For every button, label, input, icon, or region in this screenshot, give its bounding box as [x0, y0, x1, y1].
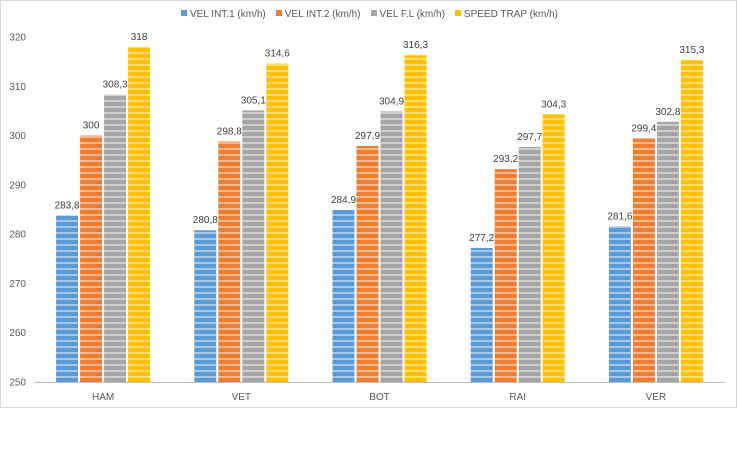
data-label: 304,9 — [379, 96, 404, 107]
data-label: 299,4 — [631, 124, 656, 135]
bar-ham-s1 — [80, 135, 103, 382]
y-tick-label: 270 — [9, 279, 26, 290]
y-tick-label: 290 — [9, 180, 26, 191]
data-label: 315,3 — [679, 45, 704, 56]
bar-rai-s0 — [470, 247, 493, 382]
bar-ham-s3 — [128, 46, 151, 382]
bar-ver-s1 — [632, 138, 655, 382]
bar-vet-s3 — [266, 63, 289, 382]
bar-bot-s0 — [332, 209, 355, 382]
y-tick-label: 280 — [9, 230, 26, 241]
y-tick-label: 320 — [9, 33, 26, 44]
legend-label: VEL F.L (km/h) — [379, 9, 445, 20]
data-label: 302,8 — [655, 107, 680, 118]
x-tick-label: VET — [232, 392, 251, 403]
legend: VEL INT.1 (km/h) VEL INT.2 (km/h) VEL F.L … — [1, 9, 738, 20]
x-tick-label: VER — [646, 392, 667, 403]
bar-bot-s2 — [380, 111, 403, 383]
legend-swatch — [180, 10, 187, 16]
bar-rai-s3 — [542, 114, 565, 382]
data-label: 305,1 — [241, 95, 266, 106]
data-label: 318 — [131, 32, 148, 43]
data-label: 304,3 — [541, 99, 566, 110]
bar-vet-s0 — [194, 230, 217, 382]
bar-bot-s3 — [404, 55, 427, 382]
y-tick-label: 260 — [9, 328, 26, 339]
bar-ver-s0 — [608, 226, 631, 382]
legend-swatch — [454, 10, 461, 16]
bar-rai-s1 — [494, 169, 517, 382]
data-label: 277,2 — [469, 233, 494, 244]
data-label: 298,8 — [217, 126, 242, 137]
x-tick-label: RAI — [509, 392, 526, 403]
data-label: 297,9 — [355, 131, 380, 142]
bar-ham-s2 — [104, 94, 127, 383]
bar-vet-s2 — [242, 110, 265, 382]
y-tick-label: 250 — [9, 378, 26, 389]
legend-item-1: VEL INT.2 (km/h) — [275, 9, 361, 20]
bar-rai-s2 — [518, 146, 541, 382]
legend-item-2: VEL F.L (km/h) — [370, 9, 445, 20]
bar-chart: 250 260 270 280 290 300 310 320 283,8 300 308,3 31… — [9, 32, 725, 403]
legend-swatch — [370, 10, 377, 16]
data-labels: 283,8 300 308,3 318 280,8 298,8 305,1 314,6 284,… — [55, 32, 705, 244]
data-label: 281,6 — [607, 211, 632, 222]
data-label: 308,3 — [103, 80, 128, 91]
data-label: 316,3 — [403, 40, 428, 51]
x-tick-label: HAM — [92, 392, 114, 403]
bar-bot-s1 — [356, 145, 379, 382]
legend-label: VEL INT.1 (km/h) — [189, 9, 266, 20]
data-label: 293,2 — [493, 154, 518, 165]
data-label: 283,8 — [55, 200, 80, 211]
legend-item-0: VEL INT.1 (km/h) — [180, 9, 266, 20]
data-label: 300 — [83, 121, 100, 132]
bar-ver-s2 — [656, 121, 679, 383]
legend-item-3: SPEED TRAP (km/h) — [454, 9, 559, 20]
bar-ham-s0 — [56, 215, 79, 382]
legend-label: SPEED TRAP (km/h) — [463, 9, 559, 20]
data-label: 314,6 — [265, 49, 290, 60]
bar-ver-s3 — [680, 60, 703, 383]
y-tick-label: 300 — [9, 131, 26, 142]
legend-label: VEL INT.2 (km/h) — [284, 9, 361, 20]
bar-vet-s1 — [218, 141, 241, 382]
y-axis: 250 260 270 280 290 300 310 320 — [9, 33, 26, 389]
data-label: 280,8 — [193, 215, 218, 226]
x-axis: HAM VET BOT RAI VER — [34, 382, 725, 403]
data-label: 297,7 — [517, 132, 542, 143]
x-tick-label: BOT — [369, 392, 390, 403]
data-label: 284,9 — [331, 195, 356, 206]
y-tick-label: 310 — [9, 82, 26, 93]
bars — [56, 46, 703, 383]
legend-swatch — [275, 10, 282, 16]
